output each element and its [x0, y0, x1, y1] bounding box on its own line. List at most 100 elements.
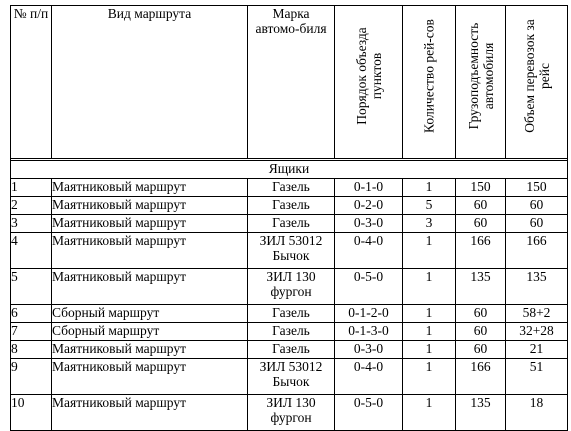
volume-cell: 18 — [505, 394, 568, 431]
volume-cell: 51 — [505, 358, 568, 395]
route-cell: Сборный маршрут — [51, 322, 248, 341]
vehicle-line: Газель — [272, 305, 310, 320]
vehicle-line: ЗИЛ 53012 — [259, 233, 323, 248]
vehicle-line: фургон — [270, 410, 312, 425]
table-row: 9 Маятниковый маршрут ЗИЛ 53012 Бычок 0-4-0 1… — [10, 358, 568, 395]
order-cell: 0-1-0 — [334, 178, 403, 197]
table-row: 8 Маятниковый маршрут Газель 0-3-0 1 60 21 — [10, 340, 568, 359]
vehicle-cell: ЗИЛ 53012 Бычок — [247, 358, 335, 395]
vehicle-line: ЗИЛ 53012 — [259, 359, 323, 374]
volume-cell: 135 — [505, 268, 568, 305]
vehicle-cell: Газель — [247, 304, 335, 323]
route-cell: Маятниковый маршрут — [51, 358, 248, 395]
trips-cell: 1 — [402, 394, 456, 431]
trips-cell: 1 — [402, 304, 456, 323]
trips-cell: 1 — [402, 232, 456, 269]
vehicle-cell: ЗИЛ 130 фургон — [247, 394, 335, 431]
routes-table: № п/п Вид маршрута Марка автомо-биля Пор… — [10, 5, 568, 431]
table-row: 5 Маятниковый маршрут ЗИЛ 130 фургон 0-5-0 1 1… — [10, 268, 568, 305]
table-row: 6 Сборный маршрут Газель 0-1-2-0 1 60 58+2 — [10, 304, 568, 323]
header-order: Порядок объезда пунктов — [334, 5, 403, 159]
vehicle-cell: ЗИЛ 130 фургон — [247, 268, 335, 305]
route-cell: Маятниковый маршрут — [51, 394, 248, 431]
section-row: Ящики — [10, 160, 568, 179]
volume-cell: 166 — [505, 232, 568, 269]
order-cell: 0-3-0 — [334, 340, 403, 359]
num-cell: 3 — [10, 214, 52, 233]
volume-cell: 32+28 — [505, 322, 568, 341]
capacity-cell: 60 — [455, 214, 506, 233]
section-title: Ящики — [10, 160, 568, 179]
volume-cell: 58+2 — [505, 304, 568, 323]
trips-cell: 1 — [402, 322, 456, 341]
capacity-cell: 60 — [455, 304, 506, 323]
capacity-cell: 166 — [455, 358, 506, 395]
trips-cell: 5 — [402, 196, 456, 215]
vehicle-line: Бычок — [272, 248, 310, 263]
vehicle-line: ЗИЛ 130 — [266, 269, 316, 284]
header-volume: Объем перевозок за рейс — [505, 5, 568, 159]
capacity-cell: 135 — [455, 268, 506, 305]
capacity-cell: 135 — [455, 394, 506, 431]
order-cell: 0-5-0 — [334, 268, 403, 305]
table-row: 7 Сборный маршрут Газель 0-1-3-0 1 60 32+28 — [10, 322, 568, 341]
capacity-cell: 166 — [455, 232, 506, 269]
table-row: 3 Маятниковый маршрут Газель 0-3-0 3 60 60 — [10, 214, 568, 233]
route-cell: Маятниковый маршрут — [51, 214, 248, 233]
header-route-type: Вид маршрута — [51, 5, 248, 159]
num-cell: 8 — [10, 340, 52, 359]
num-cell: 4 — [10, 232, 52, 269]
order-cell: 0-2-0 — [334, 196, 403, 215]
route-cell: Маятниковый маршрут — [51, 196, 248, 215]
capacity-cell: 150 — [455, 178, 506, 197]
vehicle-line: Газель — [272, 179, 310, 194]
capacity-cell: 60 — [455, 340, 506, 359]
volume-cell: 60 — [505, 196, 568, 215]
order-cell: 0-5-0 — [334, 394, 403, 431]
volume-cell: 150 — [505, 178, 568, 197]
vehicle-line: Бычок — [272, 374, 310, 389]
num-cell: 6 — [10, 304, 52, 323]
vehicle-cell: Газель — [247, 322, 335, 341]
vehicle-line: Газель — [272, 323, 310, 338]
num-cell: 1 — [10, 178, 52, 197]
volume-cell: 21 — [505, 340, 568, 359]
route-cell: Маятниковый маршрут — [51, 232, 248, 269]
order-cell: 0-1-2-0 — [334, 304, 403, 323]
order-cell: 0-1-3-0 — [334, 322, 403, 341]
num-cell: 9 — [10, 358, 52, 395]
header-vehicle: Марка автомо-биля — [247, 5, 335, 159]
route-cell: Маятниковый маршрут — [51, 268, 248, 305]
num-cell: 5 — [10, 268, 52, 305]
trips-cell: 1 — [402, 178, 456, 197]
header-capacity: Грузоподъемность автомобиля — [455, 5, 506, 159]
table-body: Ящики 1 Маятниковый маршрут Газель 0-1-0 1 15… — [10, 158, 568, 431]
vehicle-line: фургон — [270, 284, 312, 299]
trips-cell: 3 — [402, 214, 456, 233]
route-cell: Сборный маршрут — [51, 304, 248, 323]
table-row: 10 Маятниковый маршрут ЗИЛ 130 фургон 0-5-0 1… — [10, 394, 568, 431]
vehicle-cell: Газель — [247, 178, 335, 197]
order-cell: 0-4-0 — [334, 358, 403, 395]
order-cell: 0-3-0 — [334, 214, 403, 233]
route-cell: Маятниковый маршрут — [51, 340, 248, 359]
vehicle-cell: Газель — [247, 214, 335, 233]
trips-cell: 1 — [402, 358, 456, 395]
vehicle-cell: Газель — [247, 340, 335, 359]
vehicle-line: Газель — [272, 215, 310, 230]
header-row: № п/п Вид маршрута Марка автомо-биля Пор… — [10, 5, 568, 159]
vehicle-cell: Газель — [247, 196, 335, 215]
volume-cell: 60 — [505, 214, 568, 233]
table-row: 2 Маятниковый маршрут Газель 0-2-0 5 60 60 — [10, 196, 568, 215]
trips-cell: 1 — [402, 268, 456, 305]
capacity-cell: 60 — [455, 196, 506, 215]
route-cell: Маятниковый маршрут — [51, 178, 248, 197]
vehicle-line: Газель — [272, 341, 310, 356]
table-row: 4 Маятниковый маршрут ЗИЛ 53012 Бычок 0-4-0 1… — [10, 232, 568, 269]
num-cell: 2 — [10, 196, 52, 215]
vehicle-cell: ЗИЛ 53012 Бычок — [247, 232, 335, 269]
vehicle-line: Газель — [272, 197, 310, 212]
header-num: № п/п — [10, 5, 52, 159]
num-cell: 10 — [10, 394, 52, 431]
vehicle-line: ЗИЛ 130 — [266, 395, 316, 410]
